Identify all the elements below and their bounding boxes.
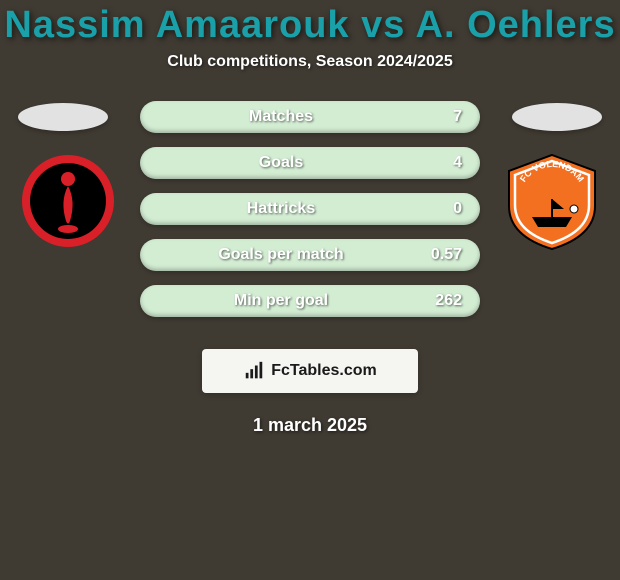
subtitle: Club competitions, Season 2024/2025 bbox=[0, 53, 620, 71]
club-crest-left-svg bbox=[18, 151, 118, 251]
stat-label: Goals bbox=[140, 154, 422, 172]
club-crest-right-svg: FC VOLENDAM bbox=[502, 151, 602, 251]
stat-bar-hattricks: Hattricks 0 bbox=[140, 193, 480, 225]
player-placeholder-left bbox=[18, 103, 108, 131]
club-crest-left bbox=[18, 151, 118, 251]
stat-label: Matches bbox=[140, 108, 422, 126]
stat-bars: Matches 7 Goals 4 Hattricks 0 Goals per … bbox=[140, 101, 480, 317]
stat-bar-matches: Matches 7 bbox=[140, 101, 480, 133]
date-label: 1 march 2025 bbox=[0, 415, 620, 436]
stat-bar-gpm: Goals per match 0.57 bbox=[140, 239, 480, 271]
stat-value: 4 bbox=[422, 154, 462, 172]
stat-bar-mpg: Min per goal 262 bbox=[140, 285, 480, 317]
stat-label: Hattricks bbox=[140, 200, 422, 218]
page-title: Nassim Amaarouk vs A. Oehlers bbox=[0, 0, 620, 47]
fctables-label: FcTables.com bbox=[271, 362, 377, 380]
stat-bar-goals: Goals 4 bbox=[140, 147, 480, 179]
player-placeholder-right bbox=[512, 103, 602, 131]
stat-value: 0 bbox=[422, 200, 462, 218]
comparison-card: Nassim Amaarouk vs A. Oehlers Club compe… bbox=[0, 0, 620, 580]
stat-value: 262 bbox=[422, 292, 462, 310]
stat-label: Goals per match bbox=[140, 246, 422, 264]
stat-label: Min per goal bbox=[140, 292, 422, 310]
stat-value: 0.57 bbox=[422, 246, 462, 264]
fctables-badge: FcTables.com bbox=[202, 349, 418, 393]
stat-value: 7 bbox=[422, 108, 462, 126]
bar-chart-icon bbox=[243, 360, 265, 382]
club-crest-right: FC VOLENDAM bbox=[502, 151, 602, 251]
content-area: FC VOLENDAM Matches 7 Goals 4 Hattricks bbox=[0, 101, 620, 331]
